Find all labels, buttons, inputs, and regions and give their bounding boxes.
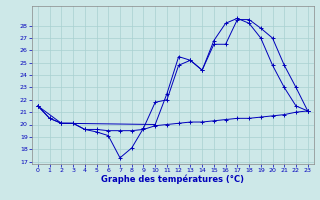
X-axis label: Graphe des températures (°C): Graphe des températures (°C) — [101, 175, 244, 184]
